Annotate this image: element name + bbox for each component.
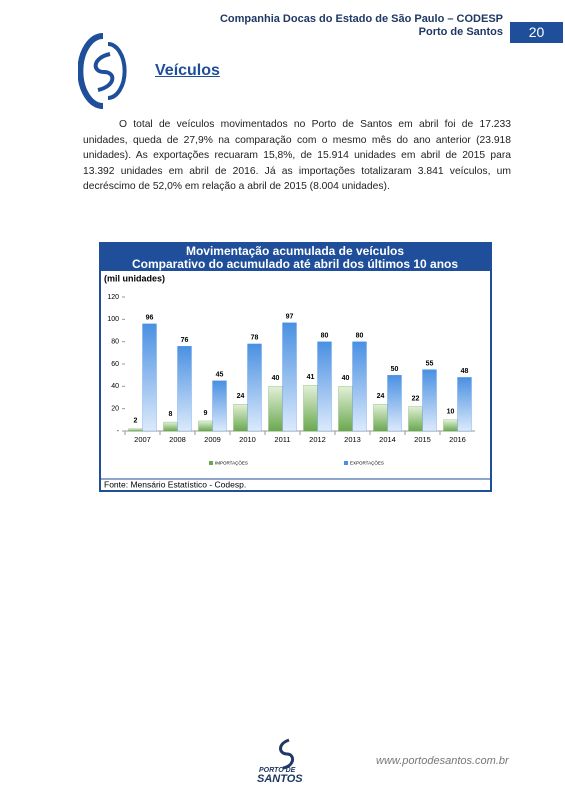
section-title: Veículos	[155, 62, 220, 79]
x-tick-label: 2007	[134, 435, 151, 444]
logo-bottom: SANTOS	[257, 773, 303, 785]
data-label: 2	[134, 418, 138, 425]
data-label: 96	[146, 315, 154, 322]
x-tick-label: 2010	[239, 435, 256, 444]
data-label: 24	[377, 393, 385, 400]
y-tick-label: 120	[107, 294, 119, 301]
data-label: 9	[204, 410, 208, 417]
chart-banner	[100, 243, 491, 271]
data-label: 10	[447, 409, 455, 416]
data-label: 48	[461, 368, 469, 375]
bar	[408, 406, 423, 432]
bar	[268, 386, 283, 432]
data-label: 80	[356, 333, 364, 340]
bar	[352, 341, 367, 432]
data-label: 41	[307, 374, 315, 381]
logo	[78, 33, 127, 109]
bar	[373, 404, 388, 432]
data-label: 40	[342, 375, 350, 382]
bar	[303, 385, 318, 432]
logo-top: PORTO DE	[259, 767, 296, 774]
bar	[387, 375, 402, 432]
data-label: 97	[286, 314, 294, 321]
bar	[422, 369, 437, 432]
x-tick-label: 2011	[274, 435, 290, 444]
bar	[177, 345, 192, 432]
x-tick-label: 2013	[344, 435, 361, 444]
y-tick-label: 80	[111, 339, 119, 346]
x-tick-label: 2012	[309, 435, 326, 444]
bar	[317, 341, 332, 432]
y-tick-label: 20	[111, 406, 119, 413]
legend-label: IMPORTAÇÕES	[215, 460, 248, 466]
data-label: 50	[391, 366, 399, 373]
bar	[233, 404, 248, 432]
bar	[212, 380, 227, 432]
bar	[443, 419, 458, 432]
header-port: Porto de Santos	[418, 26, 503, 38]
y-tick-label: 40	[111, 383, 119, 390]
data-label: 40	[272, 375, 280, 382]
x-tick-label: 2016	[449, 435, 466, 444]
bar	[338, 386, 353, 432]
data-label: 80	[321, 333, 329, 340]
bar	[163, 421, 178, 432]
y-tick-label: 60	[111, 361, 119, 368]
x-tick-label: 2015	[414, 435, 431, 444]
source: Fonte: Mensário Estatístico - Codesp.	[104, 479, 246, 489]
x-tick-label: 2009	[204, 435, 221, 444]
page-number: 20	[510, 22, 563, 43]
bar	[247, 343, 262, 432]
header-org: Companhia Docas do Estado de São Paulo –…	[219, 13, 503, 25]
data-label: 55	[426, 360, 434, 367]
legend-swatch	[209, 461, 213, 465]
y-tick-label: 100	[107, 316, 119, 323]
data-label: 45	[216, 372, 224, 379]
bar	[142, 323, 157, 432]
bar	[457, 377, 472, 432]
legend-label: EXPORTAÇÕES	[350, 460, 384, 466]
data-label: 24	[237, 393, 245, 400]
chart-title: Movimentação acumulada de veículos	[186, 244, 404, 258]
y-axis-label: (mil unidades)	[104, 273, 165, 283]
data-label: 78	[251, 335, 259, 342]
y-tick-label: -	[117, 428, 120, 435]
footer-url: www.portodesantos.com.br	[376, 755, 509, 767]
x-tick-label: 2008	[169, 435, 186, 444]
header: Companhia Docas do Estado de São Paulo –…	[220, 13, 503, 39]
chart: Movimentação acumulada de veículos Compa…	[99, 242, 492, 492]
bar	[128, 428, 143, 432]
paragraph: O total de veículos movimentados no Port…	[83, 119, 511, 193]
data-label: 8	[169, 411, 173, 418]
footer-logo: PORTO DE SANTOS	[257, 738, 303, 785]
data-label: 76	[181, 337, 189, 344]
legend-swatch	[344, 461, 348, 465]
x-tick-label: 2014	[379, 435, 396, 444]
bar	[198, 420, 213, 432]
bar	[282, 322, 297, 432]
chart-subtitle: Comparativo do acumulado até abril dos ú…	[132, 257, 458, 271]
data-label: 22	[412, 395, 420, 402]
